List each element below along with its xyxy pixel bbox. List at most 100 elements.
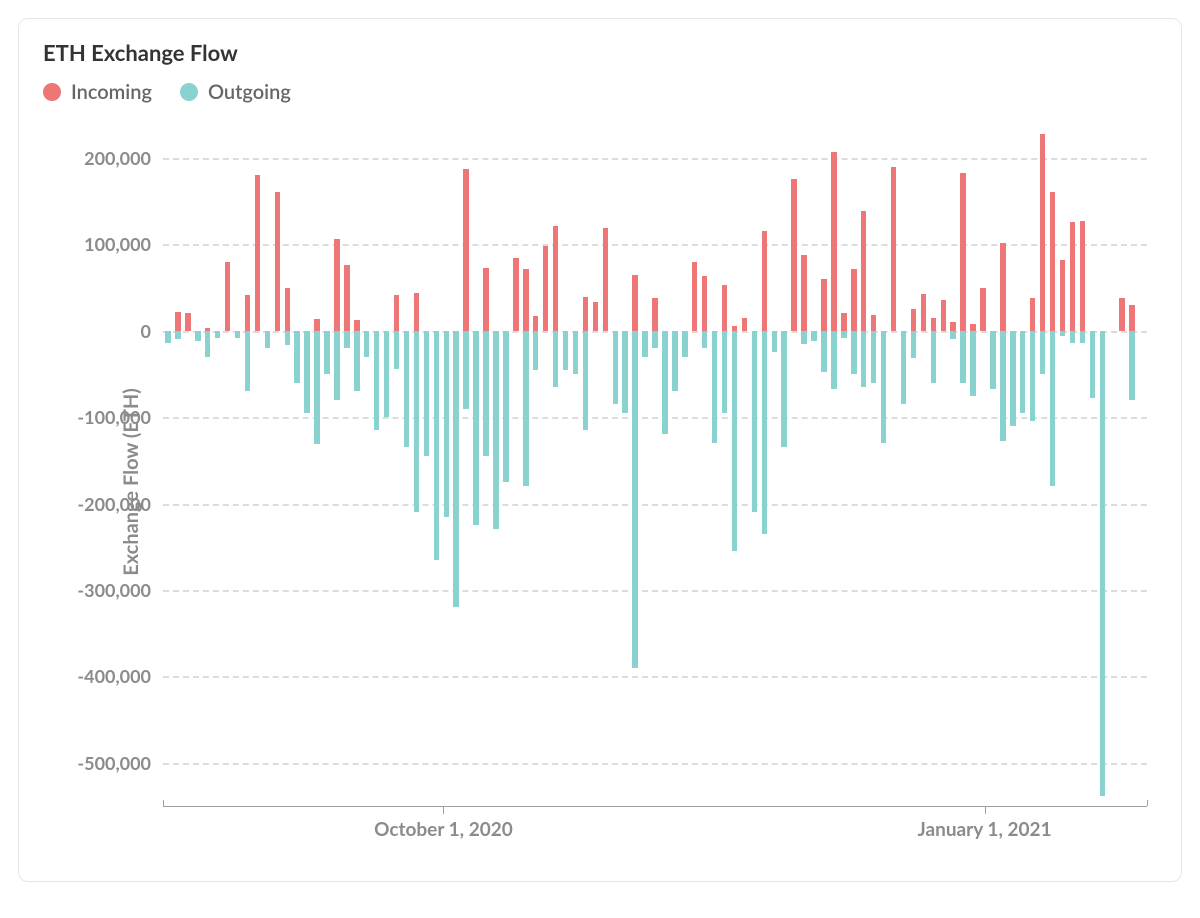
legend-item-incoming[interactable]: Incoming	[43, 80, 152, 104]
bar-outgoing[interactable]	[801, 331, 806, 344]
bar-outgoing[interactable]	[682, 331, 687, 357]
bar-incoming[interactable]	[1000, 243, 1005, 330]
bar-incoming[interactable]	[762, 231, 767, 331]
bar-outgoing[interactable]	[662, 331, 667, 435]
bar-incoming[interactable]	[841, 313, 846, 331]
bar-outgoing[interactable]	[871, 331, 876, 383]
bar-outgoing[interactable]	[294, 331, 299, 383]
bar-incoming[interactable]	[1080, 221, 1085, 331]
bar-outgoing[interactable]	[364, 331, 369, 357]
bar-outgoing[interactable]	[732, 331, 737, 551]
bar-outgoing[interactable]	[702, 331, 707, 348]
bar-outgoing[interactable]	[573, 331, 578, 374]
bar-outgoing[interactable]	[165, 331, 170, 343]
bar-incoming[interactable]	[861, 211, 866, 330]
bar-outgoing[interactable]	[911, 331, 916, 359]
bar-outgoing[interactable]	[1090, 331, 1095, 398]
bar-outgoing[interactable]	[622, 331, 627, 413]
legend-item-outgoing[interactable]: Outgoing	[180, 80, 291, 104]
bar-incoming[interactable]	[245, 295, 250, 330]
bar-outgoing[interactable]	[1070, 331, 1075, 343]
bar-incoming[interactable]	[225, 262, 230, 331]
bar-outgoing[interactable]	[931, 331, 936, 383]
bar-outgoing[interactable]	[553, 331, 558, 387]
bar-outgoing[interactable]	[473, 331, 478, 525]
bar-outgoing[interactable]	[1050, 331, 1055, 487]
bar-incoming[interactable]	[891, 167, 896, 330]
bar-incoming[interactable]	[871, 315, 876, 331]
bar-outgoing[interactable]	[235, 331, 240, 338]
bar-outgoing[interactable]	[175, 331, 180, 339]
bar-incoming[interactable]	[851, 269, 856, 331]
bar-incoming[interactable]	[692, 262, 697, 330]
bar-outgoing[interactable]	[374, 331, 379, 430]
bar-outgoing[interactable]	[463, 331, 468, 409]
bar-incoming[interactable]	[960, 173, 965, 330]
bar-outgoing[interactable]	[563, 331, 568, 370]
bar-incoming[interactable]	[275, 192, 280, 331]
bar-outgoing[interactable]	[1129, 331, 1134, 400]
bar-outgoing[interactable]	[722, 331, 727, 413]
bar-outgoing[interactable]	[811, 331, 816, 341]
bar-incoming[interactable]	[603, 228, 608, 331]
bar-outgoing[interactable]	[453, 331, 458, 608]
bar-incoming[interactable]	[831, 152, 836, 331]
bar-outgoing[interactable]	[304, 331, 309, 413]
bar-incoming[interactable]	[255, 175, 260, 331]
bar-outgoing[interactable]	[583, 331, 588, 430]
bar-outgoing[interactable]	[1060, 331, 1065, 336]
bar-outgoing[interactable]	[394, 331, 399, 369]
bar-outgoing[interactable]	[314, 331, 319, 444]
bar-outgoing[interactable]	[1040, 331, 1045, 374]
bar-outgoing[interactable]	[404, 331, 409, 448]
bar-outgoing[interactable]	[632, 331, 637, 668]
bar-outgoing[interactable]	[1000, 331, 1005, 442]
bar-outgoing[interactable]	[970, 331, 975, 397]
bar-outgoing[interactable]	[503, 331, 508, 482]
bar-incoming[interactable]	[533, 316, 538, 331]
bar-incoming[interactable]	[414, 293, 419, 331]
bar-outgoing[interactable]	[1100, 331, 1105, 796]
bar-incoming[interactable]	[702, 276, 707, 330]
bar-incoming[interactable]	[1070, 222, 1075, 331]
bar-outgoing[interactable]	[901, 331, 906, 404]
bar-incoming[interactable]	[523, 269, 528, 331]
bar-incoming[interactable]	[742, 318, 747, 331]
bar-incoming[interactable]	[394, 295, 399, 330]
bar-outgoing[interactable]	[841, 331, 846, 338]
bar-outgoing[interactable]	[960, 331, 965, 383]
bar-outgoing[interactable]	[493, 331, 498, 530]
bar-incoming[interactable]	[334, 239, 339, 331]
bar-outgoing[interactable]	[772, 331, 777, 353]
bar-outgoing[interactable]	[1010, 331, 1015, 426]
bar-outgoing[interactable]	[354, 331, 359, 391]
bar-incoming[interactable]	[821, 279, 826, 331]
bar-incoming[interactable]	[931, 318, 936, 331]
bar-incoming[interactable]	[921, 294, 926, 330]
bar-incoming[interactable]	[285, 288, 290, 330]
bar-incoming[interactable]	[1040, 134, 1045, 331]
bar-incoming[interactable]	[1129, 305, 1134, 331]
bar-incoming[interactable]	[513, 258, 518, 331]
bar-outgoing[interactable]	[613, 331, 618, 404]
bar-incoming[interactable]	[314, 319, 319, 331]
bar-outgoing[interactable]	[672, 331, 677, 391]
bar-outgoing[interactable]	[215, 331, 220, 338]
bar-incoming[interactable]	[483, 268, 488, 331]
bar-outgoing[interactable]	[851, 331, 856, 374]
bar-outgoing[interactable]	[831, 331, 836, 390]
bar-incoming[interactable]	[354, 320, 359, 331]
bar-incoming[interactable]	[185, 313, 190, 330]
bar-outgoing[interactable]	[523, 331, 528, 487]
bar-outgoing[interactable]	[821, 331, 826, 372]
bar-incoming[interactable]	[941, 300, 946, 331]
bar-outgoing[interactable]	[444, 331, 449, 517]
bar-outgoing[interactable]	[752, 331, 757, 512]
bar-incoming[interactable]	[553, 226, 558, 331]
bar-outgoing[interactable]	[265, 331, 270, 348]
bar-outgoing[interactable]	[205, 331, 210, 357]
bar-incoming[interactable]	[1050, 192, 1055, 330]
bar-incoming[interactable]	[970, 324, 975, 331]
bar-outgoing[interactable]	[424, 331, 429, 456]
bar-incoming[interactable]	[632, 275, 637, 330]
